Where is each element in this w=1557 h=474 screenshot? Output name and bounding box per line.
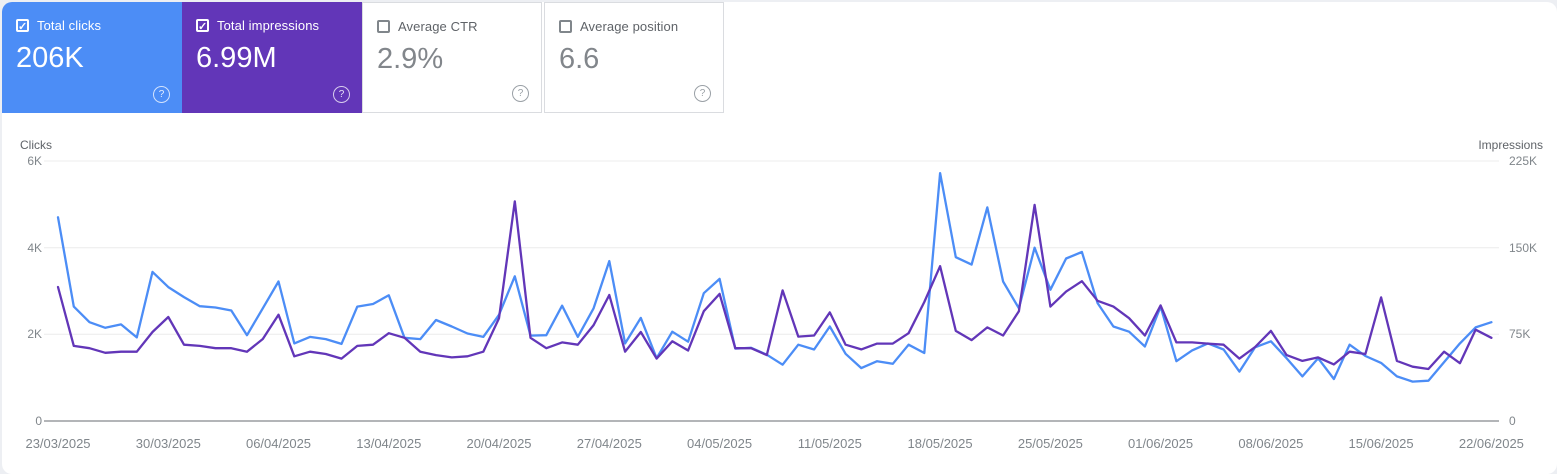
card-value: 206K bbox=[16, 42, 84, 74]
right-axis-tick-label: 0 bbox=[1509, 414, 1516, 428]
x-axis-date-label: 06/04/2025 bbox=[245, 436, 312, 451]
card-label: Total impressions bbox=[217, 18, 320, 33]
card-label: Total clicks bbox=[37, 18, 102, 33]
x-axis-date-label: 04/05/2025 bbox=[687, 436, 753, 451]
help-icon[interactable]: ? bbox=[333, 86, 350, 103]
left-axis-tick-label: 0 bbox=[35, 414, 42, 428]
help-icon[interactable]: ? bbox=[512, 85, 529, 102]
left-axis-title: Clicks bbox=[20, 138, 52, 152]
card-value: 6.6 bbox=[559, 43, 600, 75]
card-value: 6.99M bbox=[196, 42, 277, 74]
right-axis-tick-label: 75K bbox=[1509, 327, 1531, 342]
card-total-clicks[interactable]: ✓ Total clicks 206K ? bbox=[2, 2, 182, 113]
card-label: Average position bbox=[580, 19, 679, 34]
x-axis-date-label: 01/06/2025 bbox=[1128, 436, 1194, 451]
x-axis-date-label: 18/05/2025 bbox=[907, 436, 973, 451]
help-icon[interactable]: ? bbox=[153, 86, 170, 103]
x-axis-date-label: 30/03/2025 bbox=[135, 436, 201, 451]
card-total-impressions[interactable]: ✓ Total impressions 6.99M ? bbox=[182, 2, 362, 113]
x-axis-date-label: 22/06/2025 bbox=[1458, 436, 1524, 451]
x-axis-date-label: 08/06/2025 bbox=[1238, 436, 1304, 451]
right-axis-title: Impressions bbox=[1478, 138, 1543, 152]
gridlines bbox=[44, 160, 1499, 422]
impressions-line bbox=[56, 200, 1493, 371]
x-axis-date-label: 15/06/2025 bbox=[1348, 436, 1414, 451]
checkbox-checked-icon[interactable]: ✓ bbox=[196, 19, 209, 33]
card-average-position[interactable]: Average position 6.6 ? bbox=[544, 2, 724, 113]
left-axis-tick-label: 4K bbox=[27, 240, 42, 255]
right-axis-tick-label: 150K bbox=[1509, 240, 1538, 255]
x-axis-date-label: 11/05/2025 bbox=[797, 436, 862, 451]
card-label: Average CTR bbox=[398, 19, 478, 34]
help-icon[interactable]: ? bbox=[694, 85, 711, 102]
card-value: 2.9% bbox=[377, 43, 444, 75]
metric-cards-row: ✓ Total clicks 206K ? ✓ Total impression… bbox=[2, 2, 1557, 113]
checkbox-checked-icon[interactable]: ✓ bbox=[16, 19, 29, 33]
x-axis-date-label: 20/04/2025 bbox=[466, 436, 532, 451]
x-axis-date-label: 25/05/2025 bbox=[1017, 436, 1083, 451]
checkbox-unchecked-icon[interactable] bbox=[377, 20, 390, 33]
x-axis-date-label: 23/03/2025 bbox=[25, 436, 91, 451]
x-axis-date-label: 13/04/2025 bbox=[356, 436, 422, 451]
clicks-line bbox=[56, 171, 1493, 383]
x-axis-date-label: 27/04/2025 bbox=[576, 436, 642, 451]
left-axis-tick-label: 2K bbox=[27, 327, 42, 342]
left-axis-tick-label: 6K bbox=[27, 154, 42, 168]
card-average-ctr[interactable]: Average CTR 2.9% ? bbox=[362, 2, 542, 113]
checkbox-unchecked-icon[interactable] bbox=[559, 20, 572, 33]
right-axis-tick-label: 225K bbox=[1509, 154, 1538, 168]
